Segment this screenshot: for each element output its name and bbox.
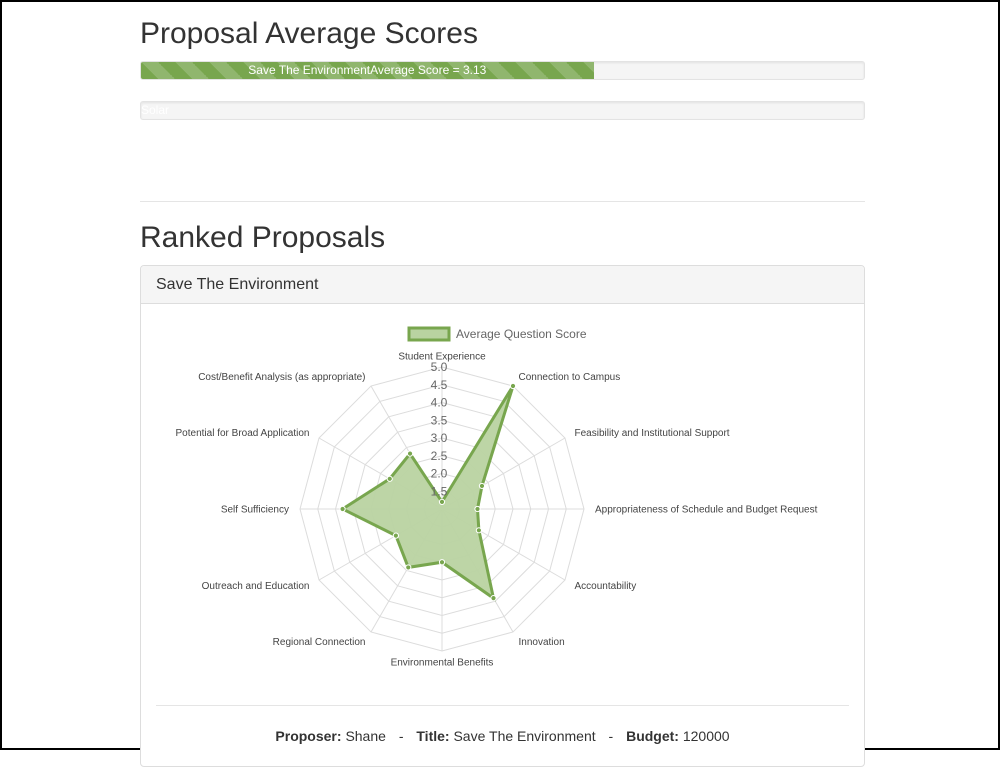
budget-label: Budget: xyxy=(626,728,679,744)
progress-bar-label: Solar xyxy=(141,103,170,117)
radar-point xyxy=(405,564,412,571)
panel-heading: Save The Environment xyxy=(141,266,864,304)
radar-tick-label: 4.5 xyxy=(431,378,448,392)
radar-axis-label: Innovation xyxy=(519,637,565,648)
radar-point xyxy=(386,475,393,482)
radar-point xyxy=(478,482,486,490)
legend-label: Average Question Score xyxy=(456,327,587,341)
radar-axis-label: Accountability xyxy=(575,581,637,592)
legend-swatch xyxy=(407,326,451,342)
section-divider xyxy=(140,201,865,202)
proposer-value: Shane xyxy=(345,728,386,744)
radar-axis-label: Appropriateness of Schedule and Budget R… xyxy=(595,505,818,516)
radar-point xyxy=(339,505,346,513)
budget-value: 120000 xyxy=(682,728,730,744)
radar-point xyxy=(490,595,497,602)
proposer-label: Proposer: xyxy=(275,728,342,744)
proposal-panel: Save The Environment 1.5 2.0 2.5 3.0 3.5 4.0 4… xyxy=(140,265,865,767)
radar-tick-label: 3.5 xyxy=(431,413,448,427)
radar-axis-label: Regional Connection xyxy=(273,637,366,648)
score-progress-solar: Solar xyxy=(140,101,865,120)
radar-axis-label: Potential for Broad Application xyxy=(176,428,310,439)
radar-point xyxy=(438,559,446,566)
radar-axis-label: Outreach and Education xyxy=(202,581,310,592)
radar-series-area xyxy=(339,385,515,602)
radar-point xyxy=(406,450,414,457)
radar-axis-label: Student Experience xyxy=(398,352,486,363)
score-progress-save-the-environment: Save The EnvironmentAverage Score = 3.13 xyxy=(140,61,865,80)
radar-axis-label: Environmental Benefits xyxy=(391,658,494,669)
radar-tick-label: 2.0 xyxy=(431,467,448,481)
radar-tick-label: 3.0 xyxy=(431,431,448,445)
title-value: Save The Environment xyxy=(453,728,596,744)
info-separator: - xyxy=(398,728,404,744)
radar-axis-label: Self Sufficiency xyxy=(221,505,289,516)
radar-axis-label: Cost/Benefit Analysis (as appropriate) xyxy=(198,372,365,383)
radar-axis-label: Connection to Campus xyxy=(519,372,621,383)
progress-bar-fill: Save The EnvironmentAverage Score = 3.13 xyxy=(141,62,594,79)
radar-tick-label: 4.0 xyxy=(431,396,448,410)
radar-point xyxy=(509,382,517,390)
radar-point xyxy=(392,532,399,539)
radar-tick-label: 2.5 xyxy=(431,449,448,463)
page-title-scores: Proposal Average Scores xyxy=(140,17,478,50)
panel-divider xyxy=(156,705,849,706)
proposal-info: Proposer: Shane - Title: Save The Enviro… xyxy=(141,728,864,744)
page-title-ranked: Ranked Proposals xyxy=(140,221,386,254)
info-separator: - xyxy=(608,728,614,744)
radar-point xyxy=(475,527,482,534)
radar-point xyxy=(474,505,481,513)
radar-tick-label: 5.0 xyxy=(431,360,448,374)
radar-axis-label: Feasibility and Institutional Support xyxy=(575,428,730,439)
radar-point xyxy=(438,498,446,505)
title-label: Title: xyxy=(416,728,450,744)
radar-tick-label: 1.5 xyxy=(431,484,448,498)
